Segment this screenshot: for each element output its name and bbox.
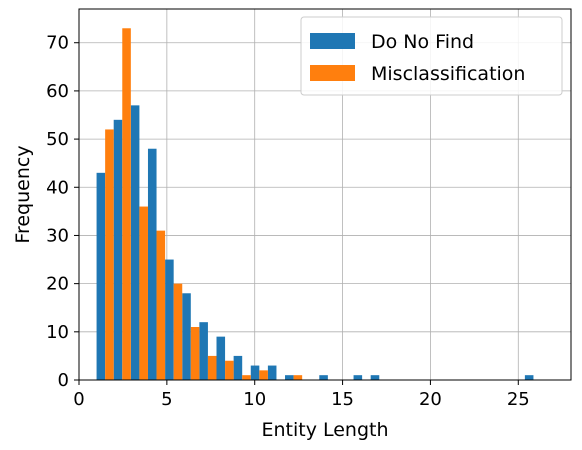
bar-misclassification (242, 375, 251, 380)
bar-misclassification (259, 370, 268, 380)
ticks: 0 5 10 15 20 25 0 10 20 30 40 50 60 70 (46, 33, 530, 410)
bar-do-no-find (216, 336, 226, 380)
bar-misclassification (122, 28, 131, 381)
bar-misclassification (173, 283, 183, 380)
bar-misclassification (293, 375, 303, 380)
bar-misclassification (156, 230, 166, 380)
y-tick-label: 70 (46, 33, 69, 54)
bar-misclassification (139, 206, 148, 380)
y-tick-label: 30 (46, 225, 69, 246)
y-axis-label: Frequency (12, 145, 34, 243)
y-tick-label: 0 (58, 370, 69, 391)
bar-do-no-find (250, 365, 260, 380)
x-tick-label: 0 (73, 389, 84, 410)
x-tick-label: 20 (419, 389, 442, 410)
bar-misclassification (207, 355, 217, 380)
bar-do-no-find (130, 105, 140, 381)
y-tick-label: 10 (46, 322, 69, 343)
legend-label-do-no-find: Do No Find (371, 31, 474, 53)
bar-do-no-find (233, 355, 243, 380)
bar-do-no-find (370, 375, 380, 380)
bar-misclassification (190, 327, 200, 380)
bar-do-no-find (267, 365, 277, 380)
y-tick-label: 20 (46, 274, 69, 295)
legend-swatch-misclassification (310, 65, 355, 81)
legend-box (300, 16, 563, 96)
bar-do-no-find (199, 322, 208, 380)
bar-do-no-find (524, 375, 534, 380)
legend-swatch-do-no-find (310, 33, 355, 49)
x-tick-label: 15 (331, 389, 354, 410)
x-tick-label: 5 (161, 389, 172, 410)
x-tick-label: 10 (243, 389, 266, 410)
bars (96, 28, 534, 381)
legend: Do No Find Misclassification (300, 16, 563, 96)
bar-do-no-find (165, 259, 174, 380)
y-tick-label: 50 (46, 129, 69, 150)
bar-do-no-find (147, 148, 157, 380)
bar-misclassification (105, 129, 114, 380)
x-tick-label: 25 (507, 389, 530, 410)
plot-frame (78, 8, 572, 381)
bar-do-no-find (113, 119, 123, 380)
y-tick-label: 60 (46, 81, 69, 102)
bar-misclassification (225, 360, 234, 380)
bar-do-no-find (353, 375, 363, 380)
y-tick-label: 40 (46, 177, 69, 198)
bar-do-no-find (182, 293, 191, 380)
bar-do-no-find (96, 172, 106, 380)
legend-label-misclassification: Misclassification (371, 63, 525, 85)
x-axis-label: Entity Length (261, 419, 388, 441)
bar-do-no-find (285, 375, 294, 380)
bar-do-no-find (319, 375, 328, 380)
